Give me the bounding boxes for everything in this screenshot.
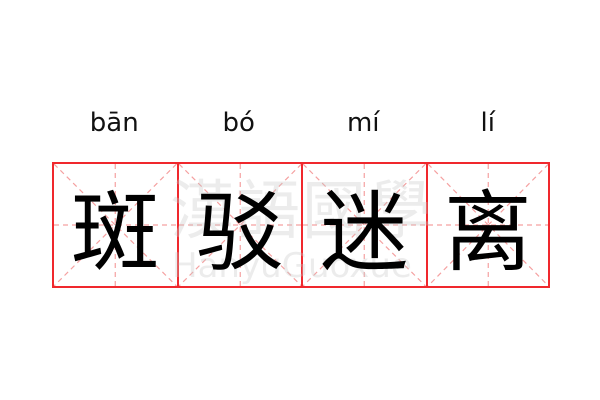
character-2: 驳 — [195, 180, 284, 284]
character-1: 斑 — [71, 180, 160, 284]
pinyin-3: mí — [346, 108, 380, 138]
guide-lines — [179, 164, 302, 286]
guide-line — [303, 164, 426, 286]
char-cell-4: 离 — [425, 162, 550, 288]
guide-line — [303, 164, 426, 286]
pinyin-2: bó — [222, 108, 255, 138]
pinyin-1: bān — [89, 108, 139, 138]
guide-line — [179, 164, 302, 286]
guide-line — [54, 164, 177, 286]
watermark-latin: HanyuGuoxue — [172, 246, 412, 286]
guide-lines — [303, 164, 426, 286]
pinyin-4: lí — [480, 108, 495, 138]
char-cell-3: 迷 — [301, 162, 426, 288]
char-cell-1: 斑 — [52, 162, 177, 288]
guide-line — [428, 164, 549, 286]
char-cell-2: 驳 — [176, 162, 302, 288]
character-3: 迷 — [320, 180, 409, 284]
guide-line — [179, 164, 302, 286]
guide-lines — [54, 164, 177, 286]
pinyin-row: bān bó mí lí — [52, 108, 550, 138]
guide-lines — [428, 164, 549, 286]
watermark-chinese: 漢語國學 — [170, 175, 434, 249]
character-4: 离 — [443, 180, 532, 284]
character-grid: 斑 驳 迷 离 — [52, 162, 550, 288]
guide-line — [54, 164, 177, 286]
